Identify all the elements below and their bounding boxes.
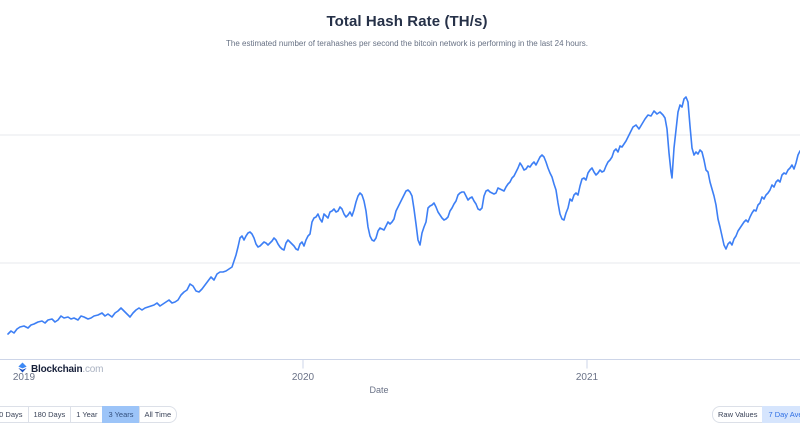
blockchain-logo[interactable]: Blockchain.com bbox=[17, 362, 104, 375]
chart-canvas[interactable] bbox=[0, 55, 800, 395]
range-button-3-years[interactable]: 3 Years bbox=[102, 406, 140, 423]
mode-button-7-day-average[interactable]: 7 Day Average bbox=[762, 406, 800, 423]
range-button-180-days[interactable]: 180 Days bbox=[27, 406, 72, 423]
blockchain-logo-icon bbox=[18, 362, 27, 373]
range-button-all-time[interactable]: All Time bbox=[138, 406, 178, 423]
x-axis-tick-label: 2021 bbox=[575, 372, 599, 383]
blockchain-logo-tld: .com bbox=[82, 363, 104, 375]
blockchain-logo-name: Blockchain bbox=[31, 363, 83, 375]
range-button-1-year[interactable]: 1 Year bbox=[70, 406, 104, 423]
hashrate-line bbox=[7, 96, 800, 335]
page-subtitle: The estimated number of terahashes per s… bbox=[226, 39, 588, 48]
mode-button-raw-values[interactable]: Raw Values bbox=[712, 406, 764, 423]
x-axis-tick-label: 2019 bbox=[12, 372, 36, 383]
x-axis-tick-label: 2020 bbox=[291, 372, 315, 383]
x-axis-title: Date bbox=[369, 385, 389, 395]
range-button-30-days[interactable]: 30 Days bbox=[0, 406, 29, 423]
page-title: Total Hash Rate (TH/s) bbox=[326, 13, 488, 30]
